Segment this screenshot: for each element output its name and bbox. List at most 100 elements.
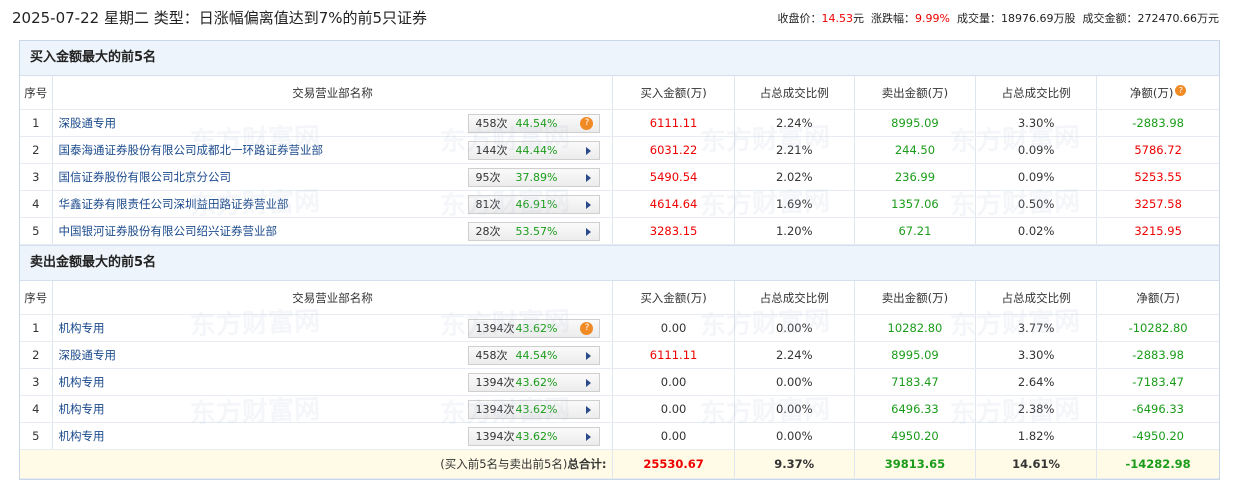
expand-arrow-icon[interactable]: [586, 201, 592, 209]
col-sell-ratio: 占总成交比例: [975, 76, 1098, 110]
col-index: 序号: [20, 76, 53, 110]
row-index: 4: [20, 395, 53, 423]
sell-ratio: 0.50%: [975, 190, 1098, 218]
net-amount: 3215.95: [1096, 217, 1219, 245]
listing-times: 81次: [475, 198, 501, 211]
sell-amount: 244.50: [854, 136, 977, 164]
sell-amount: 6496.33: [854, 395, 977, 423]
expand-arrow-icon[interactable]: [586, 147, 592, 155]
close-unit: 元: [853, 12, 865, 25]
expand-arrow-icon[interactable]: [586, 379, 592, 387]
buy-amount: 6111.11: [612, 109, 735, 137]
expand-arrow-icon[interactable]: [586, 406, 592, 414]
buy-amount: 4614.64: [612, 190, 735, 218]
listing-times: 1394次: [475, 430, 515, 443]
broker-name-link[interactable]: 深股通专用: [58, 348, 117, 362]
col-buy: 买入金额(万): [612, 281, 735, 315]
broker-name-link[interactable]: 国泰海通证券股份有限公司成都北一环路证券营业部: [58, 143, 324, 157]
broker-cell: 中国银河证券股份有限公司绍兴证券营业部 28次 53.57%: [52, 217, 614, 245]
buy-ratio: 0.00%: [734, 314, 855, 342]
broker-name-link[interactable]: 深股通专用: [58, 116, 117, 130]
expand-arrow-icon[interactable]: [586, 352, 592, 360]
row-index: 5: [20, 422, 53, 450]
listing-count-button[interactable]: 28次 53.57%: [468, 222, 601, 241]
sell-amount: 1357.06: [854, 190, 977, 218]
lhb-panel: 买入金额最大的前5名 序号 交易营业部名称 买入金额(万) 占总成交比例 卖出金…: [19, 40, 1220, 480]
table-row: 1 深股通专用 458次 44.54%? 6111.11 2.24% 8995.09 3.30…: [20, 109, 1219, 137]
broker-name-link[interactable]: 机构专用: [58, 375, 105, 389]
sell-ratio: 1.82%: [975, 422, 1098, 450]
listing-times: 1394次: [475, 322, 515, 335]
listing-count-button[interactable]: 95次 37.89%: [468, 168, 601, 187]
sell-amount: 8995.09: [854, 341, 977, 369]
broker-cell: 机构专用 1394次 43.62%: [52, 422, 614, 450]
listing-rise-rate: 53.57%: [515, 225, 558, 238]
net-amount: 3257.58: [1096, 190, 1219, 218]
page-title: 2025-07-22 星期二 类型：日涨幅偏离值达到7%的前5只证券: [12, 9, 428, 27]
sell-section-title: 卖出金额最大的前5名: [20, 245, 1219, 281]
total-label-bold: 总合计:: [567, 457, 607, 471]
col-sell: 卖出金额(万): [854, 281, 977, 315]
listing-count-button[interactable]: 1394次 43.62%: [468, 373, 601, 392]
buy-amount: 0.00: [612, 314, 735, 342]
buy-amount: 6031.22: [612, 136, 735, 164]
broker-name-link[interactable]: 华鑫证券有限责任公司深圳益田路证券营业部: [58, 197, 289, 211]
question-icon[interactable]: ?: [580, 117, 594, 130]
volume-label: 成交量：: [957, 12, 1001, 25]
broker-name-link[interactable]: 中国银河证券股份有限公司绍兴证券营业部: [58, 224, 278, 238]
sell-ratio: 3.77%: [975, 314, 1098, 342]
col-buy-ratio: 占总成交比例: [734, 76, 855, 110]
expand-arrow-icon[interactable]: [586, 228, 592, 236]
total-net: -14282.98: [1096, 449, 1219, 479]
net-amount: -2883.98: [1096, 341, 1219, 369]
sell-table-header: 序号 交易营业部名称 买入金额(万) 占总成交比例 卖出金额(万) 占总成交比例…: [20, 281, 1219, 315]
question-icon[interactable]: ?: [580, 322, 594, 335]
listing-count-button[interactable]: 1394次 43.62%: [468, 427, 601, 446]
buy-amount: 5490.54: [612, 163, 735, 191]
broker-name-link[interactable]: 国信证券股份有限公司北京分公司: [58, 170, 232, 184]
listing-count-button[interactable]: 458次 44.54%?: [468, 114, 601, 133]
net-amount: -4950.20: [1096, 422, 1219, 450]
broker-cell: 机构专用 1394次 43.62%?: [52, 314, 614, 342]
listing-times: 1394次: [475, 403, 515, 416]
listing-times: 95次: [475, 171, 501, 184]
listing-count-button[interactable]: 1394次 43.62%?: [468, 319, 601, 338]
sell-ratio: 0.09%: [975, 136, 1098, 164]
close-label: 收盘价：: [777, 12, 822, 25]
listing-count-button[interactable]: 1394次 43.62%: [468, 400, 601, 419]
row-index: 3: [20, 368, 53, 396]
net-amount: -7183.47: [1096, 368, 1219, 396]
buy-amount: 0.00: [612, 368, 735, 396]
broker-name-link[interactable]: 机构专用: [58, 402, 105, 416]
broker-cell: 国信证券股份有限公司北京分公司 95次 37.89%: [52, 163, 614, 191]
question-icon[interactable]: ?: [1175, 84, 1187, 96]
sell-ratio: 3.30%: [975, 341, 1098, 369]
sell-ratio: 3.30%: [975, 109, 1098, 137]
col-sell: 卖出金额(万): [854, 76, 977, 110]
listing-count-button[interactable]: 144次 44.44%: [468, 141, 601, 160]
sell-ratio: 2.64%: [975, 368, 1098, 396]
buy-ratio: 1.20%: [734, 217, 855, 245]
stock-stats: 收盘价：14.53元 涨跌幅：9.99% 成交量：18976.69万股 成交金额…: [778, 10, 1219, 26]
col-net: 净额(万)?: [1096, 76, 1219, 110]
broker-name-link[interactable]: 机构专用: [58, 429, 105, 443]
total-label-prefix: (买入前5名与卖出前5名): [440, 457, 568, 471]
listing-rise-rate: 44.44%: [515, 144, 558, 157]
listing-count-button[interactable]: 81次 46.91%: [468, 195, 601, 214]
broker-cell: 深股通专用 458次 44.54%: [52, 341, 614, 369]
expand-arrow-icon[interactable]: [586, 433, 592, 441]
col-sell-ratio: 占总成交比例: [975, 281, 1098, 315]
sell-amount: 67.21: [854, 217, 977, 245]
listing-times: 144次: [475, 144, 508, 157]
buy-amount: 0.00: [612, 422, 735, 450]
listing-count-button[interactable]: 458次 44.54%: [468, 346, 601, 365]
net-amount: -2883.98: [1096, 109, 1219, 137]
broker-name-link[interactable]: 机构专用: [58, 321, 105, 335]
expand-arrow-icon[interactable]: [586, 174, 592, 182]
buy-ratio: 0.00%: [734, 368, 855, 396]
buy-ratio: 0.00%: [734, 422, 855, 450]
sell-ratio: 0.02%: [975, 217, 1098, 245]
buy-table: 序号 交易营业部名称 买入金额(万) 占总成交比例 卖出金额(万) 占总成交比例…: [20, 76, 1219, 245]
table-row: 1 机构专用 1394次 43.62%? 0.00 0.00% 10282.80 3.77% -…: [20, 314, 1219, 342]
total-label: (买入前5名与卖出前5名)总合计:: [20, 449, 614, 479]
